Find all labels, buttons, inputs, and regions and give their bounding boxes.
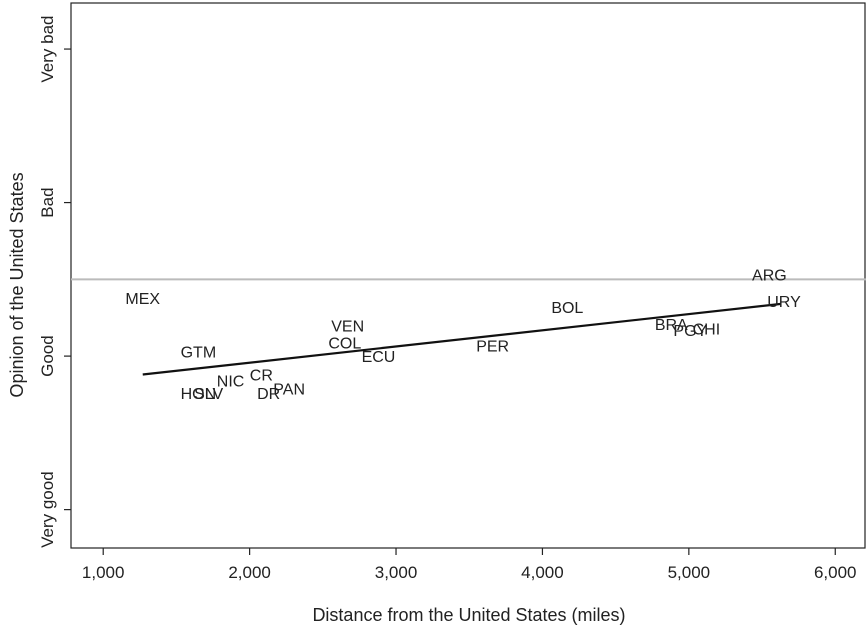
y-tick-label: Very bad xyxy=(38,16,57,83)
point-label-bol: BOL xyxy=(551,300,583,317)
plot-frame xyxy=(70,2,866,549)
fit-line xyxy=(142,302,782,376)
point-label-mex: MEX xyxy=(125,291,160,308)
x-tick-label: 3,000 xyxy=(375,563,418,582)
y-axis-label: Opinion of the United States xyxy=(7,172,27,397)
point-label-nic: NIC xyxy=(217,374,245,391)
point-label-pan: PAN xyxy=(273,381,305,398)
x-tick-label: 5,000 xyxy=(668,563,711,582)
y-tick-label: Good xyxy=(38,335,57,377)
x-tick-label: 1,000 xyxy=(82,563,125,582)
point-label-ury: URY xyxy=(767,294,801,311)
y-tick-label: Very good xyxy=(38,471,57,548)
point-label-gtm: GTM xyxy=(181,344,217,361)
point-label-hon: HON xyxy=(181,386,217,403)
point-label-ven: VEN xyxy=(331,318,364,335)
point-label-pgy: PGY xyxy=(673,323,707,340)
y-tick-label: Bad xyxy=(38,187,57,217)
x-tick-label: 6,000 xyxy=(814,563,857,582)
x-tick-label: 4,000 xyxy=(521,563,564,582)
point-label-dr: DR xyxy=(257,386,280,403)
point-label-chi: CHI xyxy=(693,321,721,338)
point-label-bra: BRA xyxy=(655,317,688,334)
point-label-cr: CR xyxy=(250,368,273,385)
x-axis-label: Distance from the United States (miles) xyxy=(312,605,625,625)
point-label-slv: SLV xyxy=(194,386,223,403)
point-label-ecu: ECU xyxy=(362,349,396,366)
point-label-per: PER xyxy=(476,338,509,355)
point-label-col: COL xyxy=(328,335,361,352)
point-label-arg: ARG xyxy=(752,268,787,285)
x-tick-label: 2,000 xyxy=(228,563,271,582)
